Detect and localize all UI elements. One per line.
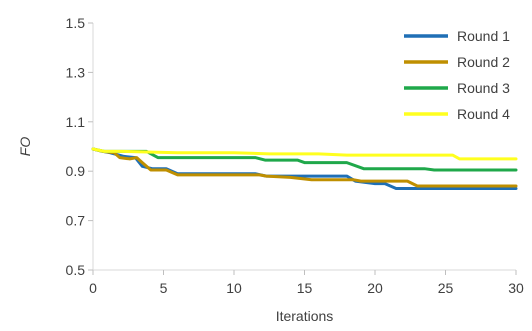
series-line-2 xyxy=(91,147,518,188)
series-line-4 xyxy=(91,147,518,161)
legend-label-1: Round 1 xyxy=(457,28,510,44)
legend-label-3: Round 3 xyxy=(457,80,510,96)
x-tick-label: 20 xyxy=(367,280,383,296)
y-tick-label: 1.3 xyxy=(66,64,86,80)
y-tick-label: 0.9 xyxy=(66,163,86,179)
x-tick-label: 15 xyxy=(297,280,313,296)
axes: 0.5 0.7 0.9 1.1 1.3 1.5 0 5 10 15 20 25 30 xyxy=(66,15,524,296)
y-tick-label: 1.1 xyxy=(66,114,86,130)
axis-labels: Iterations FO xyxy=(17,137,333,324)
x-tick-label: 5 xyxy=(160,280,168,296)
y-tick-label: 1.5 xyxy=(66,15,86,31)
x-tick-label: 25 xyxy=(438,280,454,296)
y-tick-label: 0.5 xyxy=(66,262,86,278)
series-layer xyxy=(91,147,518,190)
y-tick-label: 0.7 xyxy=(66,213,86,229)
legend: Round 1 Round 2 Round 3 Round 4 xyxy=(404,28,510,122)
legend-label-2: Round 2 xyxy=(457,54,510,70)
x-tick-label: 0 xyxy=(89,280,97,296)
x-tick-label: 10 xyxy=(226,280,242,296)
x-axis-title: Iterations xyxy=(276,308,334,324)
x-tick-label: 30 xyxy=(508,280,524,296)
y-axis-title: FO xyxy=(17,137,33,157)
series-line-3 xyxy=(91,147,518,172)
legend-label-4: Round 4 xyxy=(457,106,510,122)
